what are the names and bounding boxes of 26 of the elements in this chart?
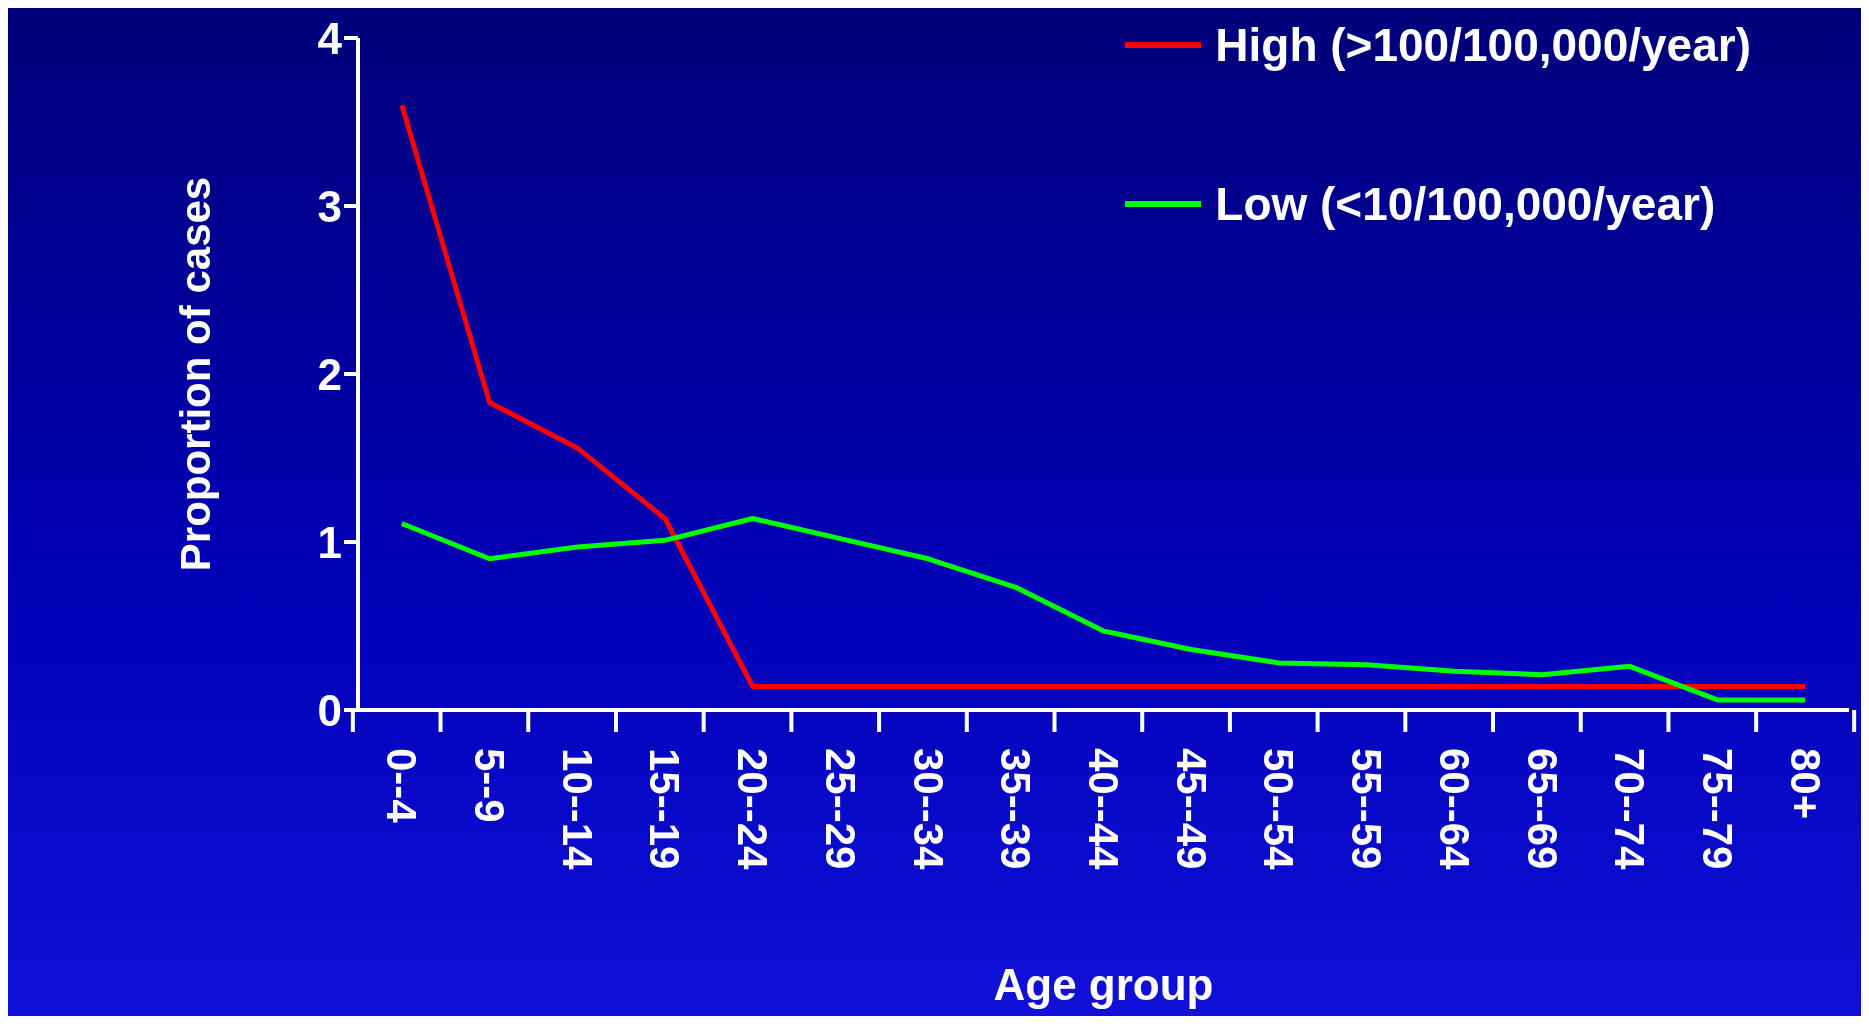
- legend-label: High (>100/100,000/year): [1215, 18, 1751, 72]
- x-tick-label: 65--69: [1518, 748, 1566, 870]
- x-tick-label: 45--49: [1167, 748, 1215, 870]
- y-tick-label: 3: [317, 181, 342, 231]
- x-tick-label: 35--39: [992, 748, 1040, 870]
- x-tick-label: 15--19: [641, 748, 689, 870]
- x-axis-title: Age group: [993, 960, 1214, 1009]
- y-tick-label: 4: [317, 13, 343, 63]
- x-tick-label: 20--24: [729, 748, 777, 871]
- x-tick-label: 70--74: [1606, 748, 1654, 871]
- x-tick-label: 25--29: [816, 748, 864, 870]
- x-tick-label: 50--54: [1255, 748, 1303, 871]
- x-tick-label: 80+: [1781, 748, 1829, 820]
- x-tick-label: 0--4: [378, 748, 426, 824]
- x-tick-label: 60--64: [1430, 748, 1478, 871]
- x-tick-label: 5--9: [466, 748, 514, 823]
- x-tick-label: 10--14: [553, 748, 601, 871]
- legend-label: Low (<10/100,000/year): [1215, 177, 1716, 231]
- y-tick-label: 0: [317, 685, 342, 735]
- x-tick-label: 30--34: [904, 748, 952, 871]
- y-tick-label: 2: [317, 349, 342, 399]
- x-tick-label: 75--79: [1693, 748, 1741, 870]
- y-tick-label: 1: [317, 517, 342, 567]
- y-axis-title: Proportion of cases: [171, 176, 219, 572]
- x-tick-label: 55--59: [1343, 748, 1391, 870]
- x-tick-label: 40--44: [1080, 748, 1127, 871]
